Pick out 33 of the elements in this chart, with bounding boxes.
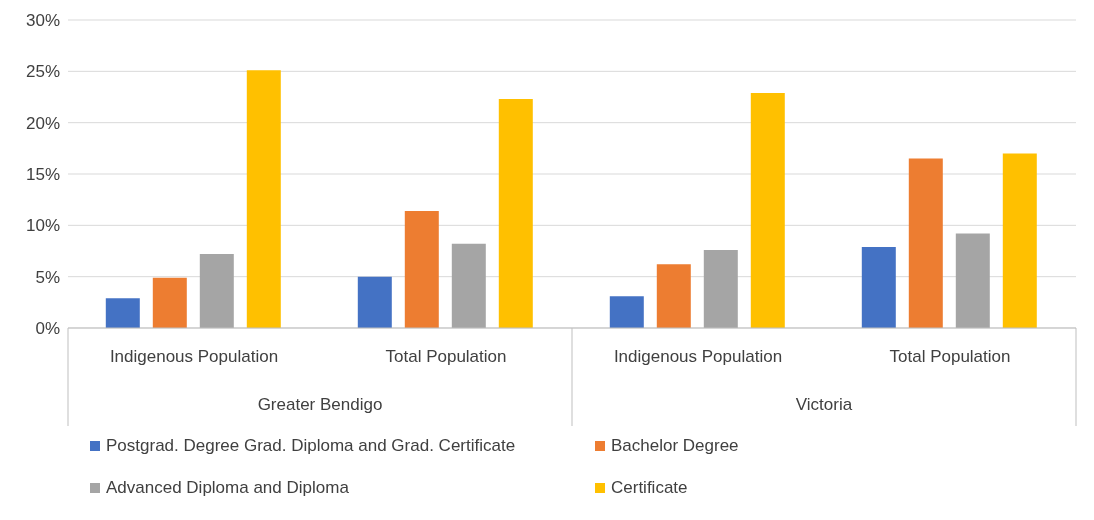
legend-label: Postgrad. Degree Grad. Diploma and Grad. Certificate <box>106 436 516 456</box>
bar <box>404 210 439 328</box>
bar <box>357 276 392 328</box>
y-tick-label: 20% <box>25 113 60 133</box>
bar <box>609 296 644 328</box>
legend-label: Advanced Diploma and Diploma <box>106 478 349 498</box>
bar <box>908 158 943 328</box>
bar <box>105 298 140 328</box>
y-tick-label: 10% <box>25 216 60 236</box>
y-tick-label: 30% <box>25 11 60 31</box>
bar <box>656 264 691 328</box>
bar <box>750 92 785 328</box>
x-tick-label: Indigenous Population <box>613 347 783 366</box>
x-tick-label: Total Population <box>889 347 1011 366</box>
bar <box>498 99 533 328</box>
text: Greater Bendigo <box>257 395 383 414</box>
x-tick-label: Total Population <box>385 347 507 366</box>
bar <box>246 70 281 328</box>
bar <box>703 249 738 328</box>
legend-label: Bachelor Degree <box>611 436 739 456</box>
y-tick-label: 5% <box>35 267 60 287</box>
bar <box>861 246 896 328</box>
x-tick-label: Indigenous Population <box>109 347 279 366</box>
bar <box>451 243 486 328</box>
bar <box>152 277 187 328</box>
bar <box>955 233 990 328</box>
bar <box>199 254 234 328</box>
bar <box>1002 153 1037 328</box>
text: Victoria <box>795 395 853 414</box>
y-tick-label: 15% <box>25 165 60 185</box>
y-tick-label: 25% <box>25 62 60 82</box>
y-tick-label: 0% <box>35 319 60 339</box>
legend-label: Certificate <box>611 478 688 498</box>
